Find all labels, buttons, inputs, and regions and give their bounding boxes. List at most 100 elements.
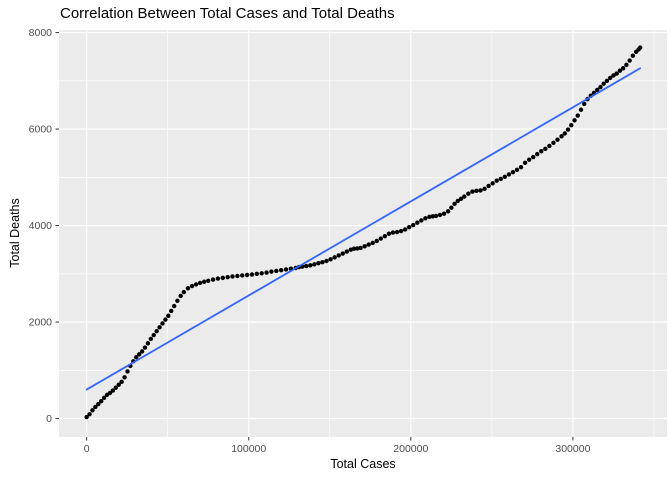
data-point (449, 205, 454, 210)
data-point (415, 220, 420, 225)
data-point (575, 113, 580, 118)
data-point (148, 336, 154, 342)
panel-background (59, 30, 667, 437)
data-point (163, 317, 168, 322)
data-point (386, 231, 392, 236)
data-point (452, 201, 457, 207)
data-point (510, 170, 516, 175)
data-point (93, 404, 98, 410)
data-point (84, 414, 89, 420)
data-point (189, 283, 195, 289)
x-tick-label: 200000 (393, 443, 428, 455)
data-point (482, 186, 487, 192)
data-point (171, 303, 177, 309)
data-point (366, 242, 371, 247)
data-point (494, 178, 499, 183)
y-tick-label: 0 (46, 413, 52, 425)
data-point (235, 273, 240, 279)
data-point (139, 349, 145, 354)
data-point (249, 272, 255, 277)
data-point (378, 236, 384, 241)
data-point (627, 58, 632, 63)
data-point (160, 321, 165, 326)
data-point (181, 289, 187, 295)
data-point (283, 267, 289, 272)
data-point (559, 134, 564, 139)
data-point (611, 73, 616, 78)
data-point (598, 84, 603, 90)
data-point (351, 246, 357, 251)
y-tick-label: 6000 (29, 124, 53, 136)
data-point (122, 375, 127, 380)
data-point (578, 107, 584, 112)
data-point (332, 255, 337, 260)
data-point (562, 131, 568, 136)
data-point (637, 45, 643, 50)
data-point (119, 379, 124, 385)
data-point (419, 218, 424, 223)
data-point (498, 176, 503, 182)
data-point (278, 267, 284, 273)
data-point (555, 137, 560, 142)
y-tick-label: 2000 (29, 317, 53, 329)
data-point (225, 274, 230, 280)
data-point (437, 212, 443, 218)
data-point (87, 411, 92, 417)
x-tick-label: 0 (84, 443, 90, 455)
data-point (582, 101, 587, 107)
data-point (547, 143, 552, 149)
data-point (344, 249, 349, 254)
data-point (240, 273, 245, 278)
data-point (569, 122, 574, 128)
data-point (358, 245, 363, 251)
data-point (201, 279, 207, 284)
data-point (134, 355, 139, 360)
x-axis-title: Total Cases (330, 457, 396, 471)
data-point (430, 214, 435, 219)
data-point (607, 75, 613, 81)
data-point (110, 388, 116, 393)
data-point (175, 298, 180, 304)
data-point (197, 280, 203, 286)
data-point (394, 229, 400, 235)
data-point (462, 194, 467, 199)
data-point (423, 216, 428, 221)
data-point (154, 328, 159, 334)
data-point (518, 164, 524, 170)
data-point (324, 258, 329, 264)
data-point (530, 154, 536, 160)
data-point (535, 151, 540, 157)
data-point (565, 127, 571, 132)
data-point (411, 222, 416, 228)
data-point (215, 276, 221, 281)
data-point (441, 211, 447, 216)
data-point (125, 369, 130, 374)
data-point (220, 275, 225, 281)
data-point (259, 271, 264, 276)
data-point (312, 262, 317, 267)
y-axis-title: Total Deaths (8, 198, 22, 268)
data-point (320, 260, 325, 265)
data-point (142, 345, 148, 350)
data-point (269, 269, 274, 274)
data-point (398, 228, 404, 234)
data-point (145, 341, 151, 346)
data-point (206, 278, 211, 283)
data-point (551, 140, 556, 145)
x-tick-label: 100000 (231, 443, 266, 455)
data-point (402, 227, 408, 232)
x-tick-label: 300000 (555, 443, 590, 455)
data-point (601, 81, 606, 86)
data-point (374, 238, 379, 244)
data-point (470, 189, 475, 194)
data-point (433, 213, 439, 219)
data-point (264, 270, 269, 275)
data-point (355, 246, 360, 251)
data-point (166, 313, 171, 318)
data-point (474, 188, 479, 194)
data-point (244, 272, 250, 278)
data-point (107, 390, 113, 396)
data-point (458, 196, 464, 201)
